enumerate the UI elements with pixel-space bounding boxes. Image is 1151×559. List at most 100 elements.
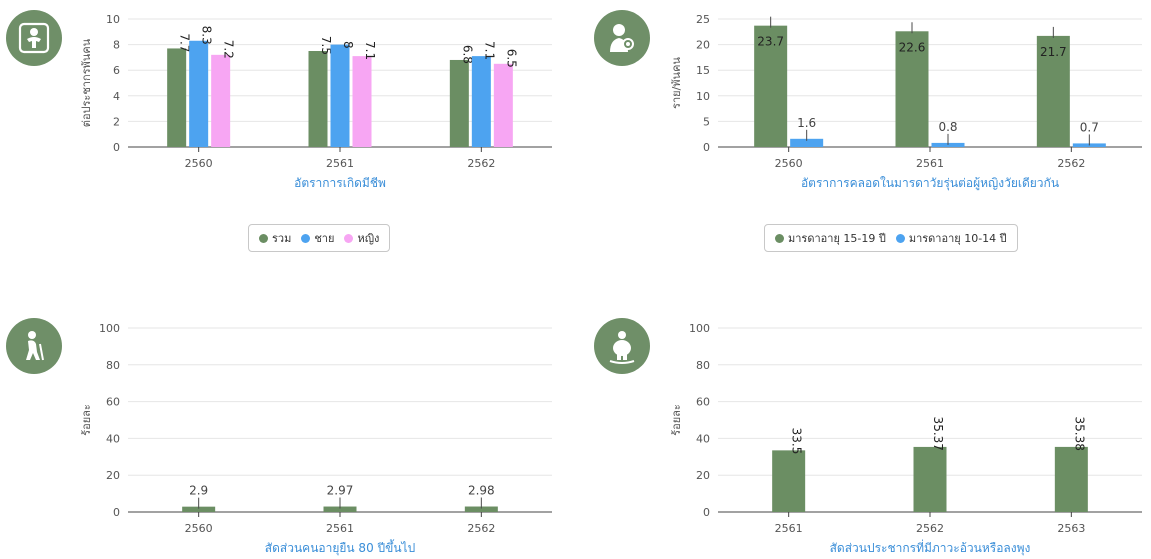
bar — [790, 138, 824, 147]
x-tick-label: 2562 — [1057, 157, 1085, 170]
mother-baby-icon — [594, 10, 650, 66]
bar — [352, 56, 372, 148]
legend-item[interactable]: รวม — [259, 229, 291, 247]
data-label: 7.1 — [363, 41, 377, 60]
data-label: 2.97 — [327, 484, 354, 498]
data-label: 2.98 — [468, 484, 495, 498]
data-label: 1.6 — [797, 116, 816, 130]
legend-label: มารดาอายุ 10-14 ปี — [908, 232, 1007, 245]
bar — [895, 31, 929, 147]
y-tick-label: 0 — [113, 141, 120, 154]
x-tick-label: 2561 — [326, 157, 354, 170]
x-tick-label: 2561 — [916, 157, 944, 170]
data-label: 22.6 — [899, 40, 926, 54]
bar — [931, 142, 965, 147]
bar — [323, 506, 357, 512]
y-tick-label: 100 — [99, 322, 120, 335]
y-tick-label: 0 — [703, 141, 710, 154]
bar — [913, 446, 947, 512]
data-label: 7.5 — [319, 36, 333, 55]
overweight-person-icon — [594, 318, 650, 374]
chart-teen-birth-rate: 0 5 10 15 20 25 ราย/พันคน 2560 23.7 1.6 2561 22.6 0.… — [670, 13, 1142, 191]
baby-icon — [6, 10, 62, 66]
y-tick-label: 6 — [113, 64, 120, 77]
y-tick-label: 15 — [696, 64, 710, 77]
y-tick-label: 4 — [113, 90, 120, 103]
bar — [211, 54, 231, 148]
y-tick-label: 25 — [696, 13, 710, 26]
chart-obesity: 0 20 40 60 80 100 ร้อยละ 2561 33.5 2562 35.37 2563 3… — [670, 322, 1142, 556]
legend-item[interactable]: หญิง — [344, 229, 379, 247]
data-label: 7.2 — [222, 40, 236, 59]
y-tick-label: 8 — [113, 39, 120, 52]
y-axis-label: ต่อประชากรพันคน — [80, 38, 93, 127]
y-axis-label: ร้อยละ — [670, 404, 683, 436]
x-tick-label: 2560 — [185, 522, 213, 535]
bar — [330, 44, 350, 147]
data-label: 23.7 — [757, 35, 784, 49]
y-tick-label: 10 — [106, 13, 120, 26]
data-label: 7.1 — [482, 41, 496, 60]
bar — [308, 51, 328, 147]
y-tick-label: 0 — [113, 506, 120, 519]
bar — [1054, 446, 1088, 512]
y-tick-label: 5 — [703, 115, 710, 128]
data-label: 0.7 — [1080, 120, 1099, 134]
bar — [167, 48, 187, 147]
x-axis-title: สัดส่วนคนอายุยืน 80 ปีขึ้นไป — [265, 539, 415, 556]
y-tick-label: 60 — [696, 396, 710, 409]
x-tick-label: 2563 — [1057, 522, 1085, 535]
bar — [471, 56, 491, 148]
legend-marker — [895, 233, 905, 243]
y-tick-label: 40 — [696, 432, 710, 445]
legend-marker — [259, 233, 268, 243]
x-axis-title: สัดส่วนประชากรที่มีภาวะอ้วนหรือลงพุง — [830, 539, 1031, 556]
legend-item[interactable]: มารดาอายุ 15-19 ปี — [775, 229, 886, 247]
x-tick-label: 2560 — [185, 157, 213, 170]
bar — [182, 506, 216, 512]
y-tick-label: 20 — [696, 39, 710, 52]
x-tick-label: 2562 — [467, 522, 495, 535]
y-tick-label: 20 — [696, 469, 710, 482]
x-tick-label: 2561 — [775, 522, 803, 535]
legend-marker — [301, 233, 311, 243]
data-label: 8 — [341, 41, 355, 49]
y-tick-label: 0 — [703, 506, 710, 519]
y-tick-label: 10 — [696, 90, 710, 103]
chart-age-80-plus: 0 20 40 60 80 100 ร้อยละ 2560 2.9 2561 2.97 2562 2.9… — [80, 322, 552, 556]
y-tick-label: 80 — [106, 359, 120, 372]
y-tick-label: 80 — [696, 359, 710, 372]
legend-marker — [344, 233, 354, 243]
data-label: 6.5 — [504, 49, 518, 68]
bar — [493, 63, 513, 147]
data-label: 2.9 — [189, 484, 208, 498]
bar — [189, 40, 209, 148]
bar — [449, 59, 469, 147]
data-label: 35.38 — [1072, 417, 1086, 451]
data-label: 35.37 — [931, 417, 945, 451]
legend-live-birth-rate: รวม ชาย หญิง — [248, 224, 391, 252]
bar — [754, 25, 788, 148]
legend-label: มารดาอายุ 15-19 ปี — [788, 232, 886, 245]
x-tick-label: 2561 — [326, 522, 354, 535]
x-axis-title: อัตราการเกิดมีชีพ — [294, 176, 386, 190]
y-axis-label: ราย/พันคน — [670, 57, 683, 109]
y-tick-label: 20 — [106, 469, 120, 482]
elderly-cane-icon — [6, 318, 62, 374]
x-tick-label: 2562 — [467, 157, 495, 170]
data-label: 6.8 — [460, 45, 474, 64]
data-label: 0.8 — [938, 120, 957, 134]
bar — [772, 450, 806, 512]
legend-label: รวม — [272, 232, 292, 245]
legend-teen-birth-rate: มารดาอายุ 15-19 ปี มารดาอายุ 10-14 ปี — [764, 224, 1018, 252]
legend-item[interactable]: มารดาอายุ 10-14 ปี — [895, 229, 1007, 247]
legend-label: หญิง — [357, 232, 380, 245]
y-tick-label: 100 — [689, 322, 710, 335]
legend-label: ชาย — [314, 232, 335, 245]
data-label: 7.7 — [178, 33, 192, 52]
data-label: 8.3 — [200, 26, 214, 45]
x-tick-label: 2562 — [916, 522, 944, 535]
x-tick-label: 2560 — [775, 157, 803, 170]
legend-item[interactable]: ชาย — [301, 229, 334, 247]
x-axis-title: อัตราการคลอดในมารดาวัยรุ่นต่อผู้หญิงวัยเ… — [801, 176, 1059, 191]
